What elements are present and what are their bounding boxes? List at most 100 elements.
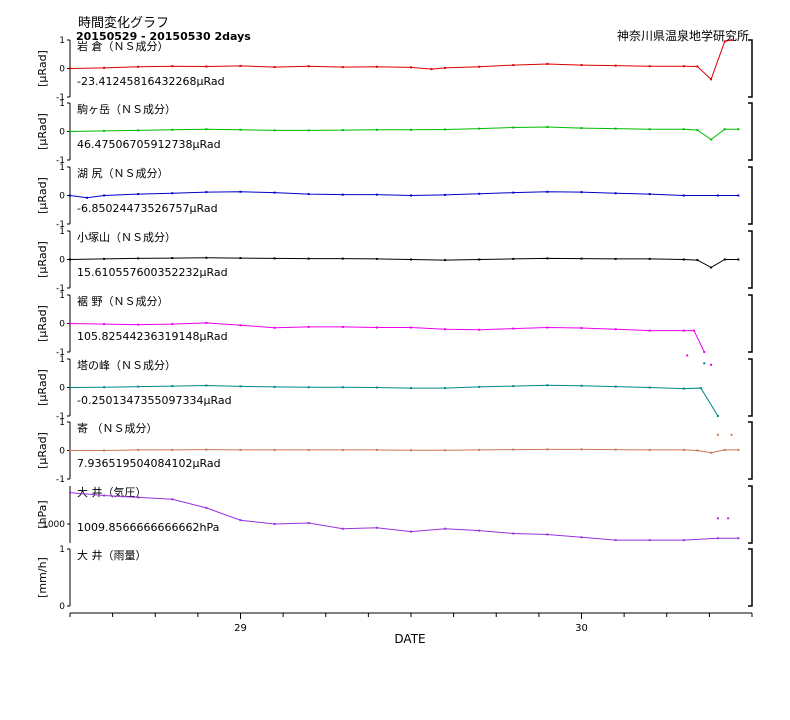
data-point: [546, 125, 549, 128]
data-point: [341, 527, 344, 530]
data-point: [716, 537, 719, 540]
series-line: [69, 191, 739, 199]
data-point: [205, 65, 208, 68]
x-axis-label: DATE: [394, 632, 425, 646]
data-point: [710, 451, 713, 454]
data-point: [171, 128, 174, 131]
data-point: [103, 494, 106, 497]
data-point: [614, 328, 617, 331]
y-tick-label: -1: [56, 156, 65, 166]
panel-right-bracket: [748, 421, 753, 480]
series-line: [69, 39, 732, 81]
panel-title: 塔の峰（ＮＳ成分）: [77, 359, 176, 372]
data-point: [580, 384, 583, 387]
data-point: [444, 387, 447, 390]
data-point: [239, 448, 242, 451]
chart-title: 時間変化グラフ: [78, 15, 169, 31]
y-tick-label: 0: [59, 602, 65, 612]
data-point: [205, 256, 208, 259]
data-point: [444, 449, 447, 452]
data-point: [723, 128, 726, 131]
y-unit-label: [μRad]: [36, 241, 49, 278]
data-point: [512, 448, 515, 451]
data-point: [478, 258, 481, 261]
panel-right-bracket: [748, 39, 753, 98]
panel-offset-value: -6.85024473526757μRad: [77, 202, 218, 215]
data-point: [580, 536, 583, 539]
data-point: [648, 329, 651, 332]
y-tick-label: 0: [59, 65, 65, 75]
y-tick-label: 1: [59, 418, 65, 428]
data-point: [478, 385, 481, 388]
data-point: [444, 527, 447, 530]
data-point: [580, 327, 583, 330]
data-point: [239, 128, 242, 131]
data-point: [723, 448, 726, 451]
data-point: [307, 193, 310, 196]
data-point: [444, 328, 447, 331]
panel-offset-value: 7.936519504084102μRad: [77, 457, 221, 470]
date-range: 20150529 - 20150530 2days: [76, 30, 251, 43]
data-point: [205, 448, 208, 451]
data-point: [69, 386, 71, 389]
data-point: [410, 449, 412, 452]
data-point: [341, 66, 344, 69]
data-point: [682, 329, 685, 332]
y-unit-label: [μRad]: [36, 369, 49, 406]
panel-offset-value: 105.82544236319148μRad: [77, 330, 228, 343]
data-point: [546, 326, 549, 329]
panel-right-bracket: [748, 166, 753, 225]
y-unit-label: [hPa]: [36, 500, 49, 528]
panel-title: 駒ヶ岳（ＮＳ成分）: [77, 103, 176, 116]
data-point: [307, 65, 310, 68]
panel-4: 1 0 -1 [μRad] 小塚山（ＮＳ成分） 15.610557600352232μRa…: [36, 227, 753, 294]
data-point: [341, 448, 344, 451]
panel-9: 1 0 [mm/h] 大 井（雨量）: [36, 545, 753, 612]
panel-offset-value: 15.610557600352232μRad: [77, 266, 228, 279]
data-point: [737, 258, 740, 261]
data-point: [410, 128, 412, 131]
panel-right-bracket: [748, 102, 753, 161]
y-tick-label: -1: [56, 412, 65, 422]
data-point: [341, 386, 344, 389]
data-point: [703, 351, 706, 353]
data-point: [580, 191, 583, 194]
x-tick-label: 30: [575, 623, 588, 634]
data-point: [205, 506, 208, 509]
data-point: [693, 329, 696, 332]
data-point: [171, 498, 174, 501]
panel-title: 裾 野（ＮＳ成分）: [77, 294, 169, 308]
panel-1: 1 0 -1 [μRad] 岩 倉（ＮＳ成分） -23.41245816432268μRa…: [36, 36, 753, 103]
data-point: [727, 517, 730, 520]
data-point: [696, 129, 699, 132]
panel-right-bracket: [748, 294, 753, 353]
panel-5: 1 0 -1 [μRad] 裾 野（ＮＳ成分） 105.82544236319148μRa…: [36, 291, 753, 366]
data-point: [137, 385, 140, 388]
y-tick-label: 1: [59, 291, 65, 301]
data-point: [171, 257, 174, 260]
data-point: [444, 259, 447, 262]
data-point: [137, 323, 140, 326]
y-tick-label: -1: [56, 93, 65, 103]
data-point: [239, 64, 242, 67]
y-tick-label: 0: [59, 384, 65, 394]
data-point: [614, 385, 617, 388]
data-point: [546, 62, 549, 65]
data-point: [137, 65, 140, 68]
data-point: [410, 194, 412, 197]
data-point: [375, 448, 378, 451]
data-point: [410, 530, 412, 533]
panel-right-bracket: [748, 358, 753, 417]
panel-title: 岩 倉（ＮＳ成分）: [77, 39, 169, 53]
data-point: [580, 64, 583, 67]
data-point: [273, 448, 276, 451]
y-tick-label: -1: [56, 475, 65, 485]
data-point: [710, 138, 713, 141]
y-tick-label: 1: [59, 36, 65, 46]
data-point: [648, 448, 651, 451]
panel-7: 1 0 -1 [μRad] 寄 （ＮＳ成分） 7.936519504084102μRad: [36, 418, 753, 485]
data-point: [614, 257, 617, 260]
data-point: [273, 523, 276, 525]
data-point: [375, 326, 378, 329]
y-tick-label: 0: [59, 192, 65, 202]
